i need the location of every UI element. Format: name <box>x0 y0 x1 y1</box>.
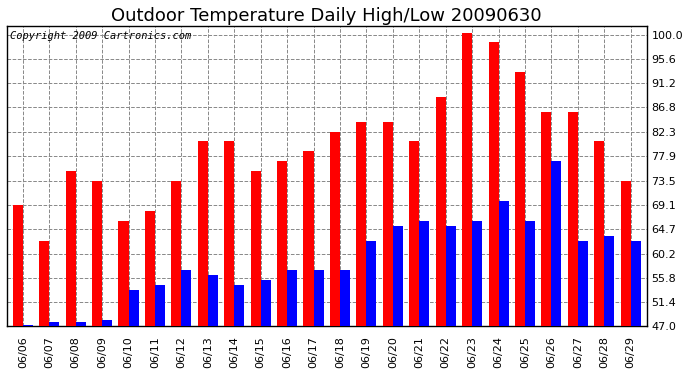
Bar <box>304 152 313 326</box>
Bar <box>366 240 377 326</box>
Bar <box>181 270 191 326</box>
Bar <box>462 33 472 326</box>
Bar <box>145 211 155 326</box>
Bar <box>234 285 244 326</box>
Bar <box>250 171 261 326</box>
Bar <box>446 226 455 326</box>
Bar <box>435 97 446 326</box>
Bar <box>356 122 366 326</box>
Bar <box>621 180 631 326</box>
Bar <box>489 42 499 326</box>
Bar <box>631 240 641 326</box>
Bar <box>594 141 604 326</box>
Bar <box>155 285 165 326</box>
Bar <box>102 320 112 326</box>
Bar <box>542 112 551 326</box>
Bar <box>224 141 234 326</box>
Bar <box>472 221 482 326</box>
Bar <box>393 226 403 326</box>
Bar <box>515 72 525 326</box>
Bar <box>119 221 128 326</box>
Bar <box>420 221 429 326</box>
Bar <box>208 275 218 326</box>
Bar <box>66 171 76 326</box>
Bar <box>313 270 324 326</box>
Bar <box>39 240 49 326</box>
Bar <box>128 290 139 326</box>
Bar <box>578 240 588 326</box>
Bar <box>261 280 270 326</box>
Bar <box>12 205 23 326</box>
Bar <box>171 180 181 326</box>
Text: Copyright 2009 Cartronics.com: Copyright 2009 Cartronics.com <box>10 31 191 41</box>
Bar <box>383 122 393 326</box>
Bar <box>92 180 102 326</box>
Bar <box>409 141 420 326</box>
Bar <box>499 201 509 326</box>
Bar <box>49 322 59 326</box>
Bar <box>277 161 287 326</box>
Bar <box>340 270 350 326</box>
Bar <box>568 112 578 326</box>
Bar <box>198 141 208 326</box>
Bar <box>551 161 562 326</box>
Bar <box>330 132 340 326</box>
Bar <box>76 322 86 326</box>
Bar <box>287 270 297 326</box>
Bar <box>604 236 614 326</box>
Bar <box>23 325 33 326</box>
Bar <box>525 221 535 326</box>
Title: Outdoor Temperature Daily High/Low 20090630: Outdoor Temperature Daily High/Low 20090… <box>112 7 542 25</box>
